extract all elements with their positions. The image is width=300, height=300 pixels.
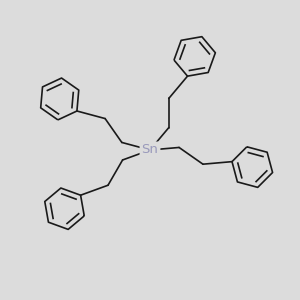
Text: Sn: Sn [142, 143, 158, 157]
